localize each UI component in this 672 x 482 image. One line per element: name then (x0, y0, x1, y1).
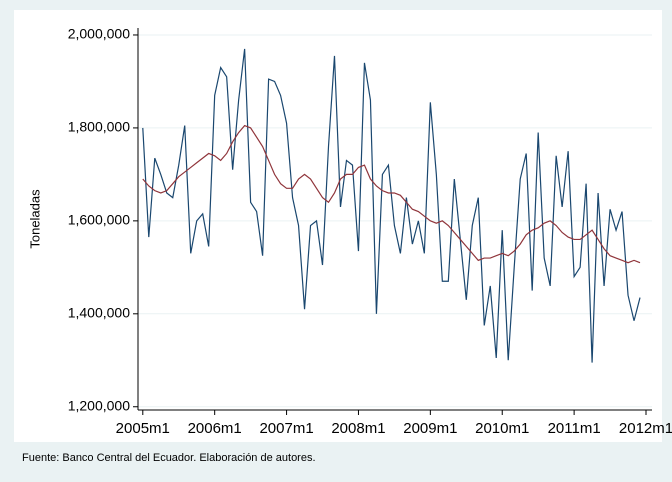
x-tick-label: 2010m1 (475, 420, 529, 437)
x-tick-label: 2011m1 (548, 420, 601, 437)
y-axis-label: Toneladas (27, 189, 42, 249)
y-tick-label: 1,200,000 (68, 397, 130, 413)
plot-region (14, 10, 662, 442)
y-tick-label: 1,800,000 (68, 119, 130, 135)
series-line (142, 124, 641, 264)
series-line (142, 48, 641, 363)
x-tick-label: 2009m1 (403, 420, 457, 437)
x-tick-label: 2006m1 (188, 420, 242, 437)
x-tick-label: 2005m1 (116, 420, 170, 437)
y-tick-label: 2,000,000 (68, 26, 130, 42)
y-tick-label: 1,400,000 (68, 305, 130, 321)
y-tick-label: 1,600,000 (68, 212, 130, 228)
x-tick-label: 2008m1 (331, 420, 385, 437)
source-note: Fuente: Banco Central del Ecuador. Elabo… (22, 452, 316, 464)
x-tick-label: 2007m1 (259, 420, 313, 437)
x-tick-label: 2012m1 (619, 420, 672, 437)
